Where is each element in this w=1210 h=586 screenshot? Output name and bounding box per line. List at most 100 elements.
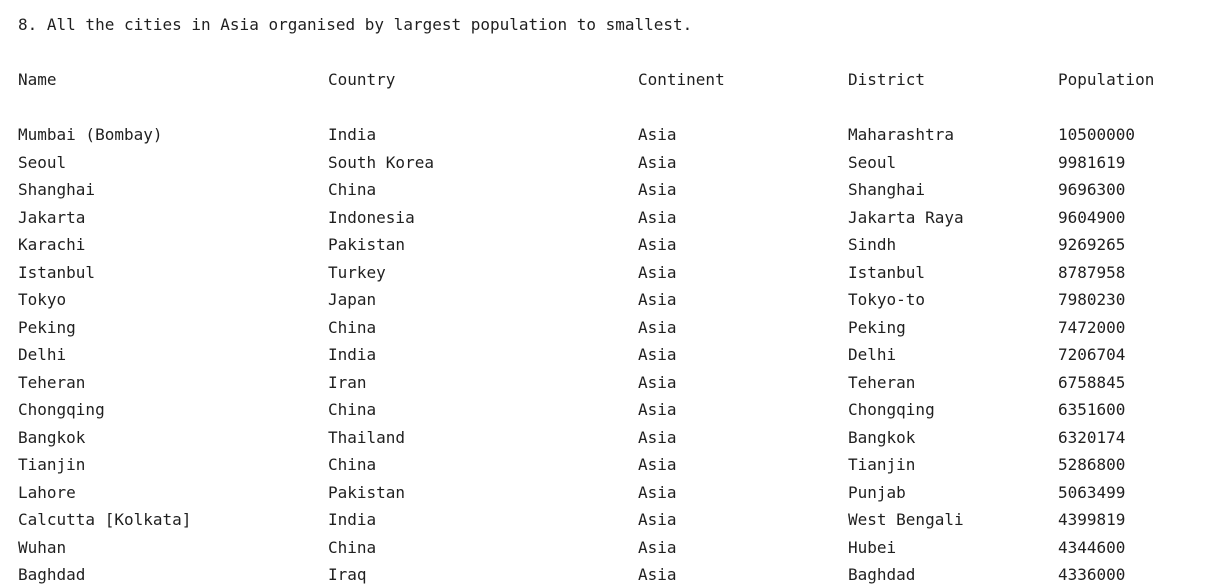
- cell-continent: Asia: [638, 207, 677, 227]
- cell-name: Shanghai: [18, 180, 96, 199]
- cell-continent: Asia: [638, 152, 677, 172]
- table-row: Shanghai China Asia Shanghai 9696300: [0, 179, 1210, 201]
- cell-district: Punjab: [848, 482, 906, 502]
- cell-country: India: [328, 510, 377, 529]
- cell-continent: Asia: [638, 317, 677, 337]
- cell-name: Chongqing: [18, 400, 105, 419]
- cell-continent: Asia: [638, 510, 677, 529]
- table-row: Teheran Iran Asia Teheran 6758845: [0, 372, 1210, 394]
- cell-country: China: [328, 180, 377, 199]
- cell-district: Hubei: [848, 537, 897, 557]
- table-row: Bangkok Thailand Asia Bangkok 6320174: [0, 427, 1210, 449]
- cell-country: India: [328, 125, 377, 144]
- cell-country: Pakistan: [328, 482, 406, 502]
- cell-district: West Bengali: [848, 510, 964, 529]
- cell-population: 7472000: [1058, 317, 1126, 337]
- cell-name: Istanbul: [18, 262, 96, 282]
- cell-district: Sindh: [848, 235, 897, 254]
- cell-population: 7980230: [1058, 290, 1126, 309]
- cell-district: Tianjin: [848, 455, 916, 474]
- cell-continent: Asia: [638, 565, 677, 584]
- cell-district: Peking: [848, 317, 906, 337]
- cell-district: Delhi: [848, 345, 897, 364]
- table-header-row: Name Country Continent District Populati…: [0, 69, 1210, 91]
- cell-name: Delhi: [18, 345, 67, 364]
- table-row: Mumbai (Bombay) India Asia Maharashtra 10500…: [0, 124, 1210, 146]
- cell-name: Calcutta [Kolkata]: [18, 510, 192, 529]
- cell-name: Bangkok: [18, 427, 86, 447]
- cell-country: Indonesia: [328, 207, 415, 227]
- cell-population: 4336000: [1058, 565, 1126, 584]
- header-continent: Continent: [638, 70, 725, 89]
- table-row: Peking China Asia Peking 7472000: [0, 317, 1210, 339]
- cell-continent: Asia: [638, 455, 677, 474]
- cell-country: Pakistan: [328, 235, 406, 254]
- cell-country: China: [328, 317, 377, 337]
- cell-continent: Asia: [638, 372, 677, 392]
- header-district: District: [848, 70, 926, 89]
- cell-continent: Asia: [638, 537, 677, 557]
- cell-population: 10500000: [1058, 125, 1136, 144]
- header-country: Country: [328, 70, 396, 89]
- cell-country: China: [328, 537, 377, 557]
- cell-continent: Asia: [638, 180, 677, 199]
- cell-name: Lahore: [18, 482, 76, 502]
- table-row: Karachi Pakistan Asia Sindh 9269265: [0, 234, 1210, 256]
- cell-name: Tokyo: [18, 290, 67, 309]
- query-title: 8. All the cities in Asia organised by l…: [18, 15, 693, 34]
- cell-district: Maharashtra: [848, 125, 954, 144]
- table-row: Lahore Pakistan Asia Punjab 5063499: [0, 482, 1210, 504]
- cell-district: Baghdad: [848, 565, 916, 584]
- cell-district: Bangkok: [848, 427, 916, 447]
- header-name: Name: [18, 70, 57, 89]
- cell-country: South Korea: [328, 152, 434, 172]
- cell-country: Thailand: [328, 427, 406, 447]
- cell-country: Japan: [328, 290, 377, 309]
- cell-district: Tokyo-to: [848, 290, 926, 309]
- cell-continent: Asia: [638, 345, 677, 364]
- cell-country: Iran: [328, 372, 367, 392]
- cell-population: 9696300: [1058, 180, 1126, 199]
- cell-country: Iraq: [328, 565, 367, 584]
- cell-population: 5286800: [1058, 455, 1126, 474]
- cell-district: Jakarta Raya: [848, 207, 964, 227]
- cell-population: 4399819: [1058, 510, 1126, 529]
- cell-name: Mumbai (Bombay): [18, 125, 163, 144]
- cell-continent: Asia: [638, 400, 677, 419]
- cell-country: China: [328, 455, 377, 474]
- cell-continent: Asia: [638, 290, 677, 309]
- cell-population: 6320174: [1058, 427, 1126, 447]
- table-row: Tianjin China Asia Tianjin 5286800: [0, 454, 1210, 476]
- table-row: Tokyo Japan Asia Tokyo-to 7980230: [0, 289, 1210, 311]
- header-population: Population: [1058, 70, 1155, 89]
- cell-name: Karachi: [18, 235, 86, 254]
- cell-name: Jakarta: [18, 207, 86, 227]
- cell-population: 5063499: [1058, 482, 1126, 502]
- table-row: Chongqing China Asia Chongqing 6351600: [0, 399, 1210, 421]
- cell-district: Istanbul: [848, 262, 926, 282]
- cell-continent: Asia: [638, 482, 677, 502]
- cell-population: 9269265: [1058, 235, 1126, 254]
- table-row: Istanbul Turkey Asia Istanbul 8787958: [0, 262, 1210, 284]
- cell-district: Teheran: [848, 372, 916, 392]
- cell-continent: Asia: [638, 125, 677, 144]
- cell-population: 9981619: [1058, 152, 1126, 172]
- cell-name: Peking: [18, 317, 76, 337]
- cell-population: 8787958: [1058, 262, 1126, 282]
- cell-country: India: [328, 345, 377, 364]
- cell-name: Tianjin: [18, 455, 86, 474]
- cell-name: Seoul: [18, 152, 67, 172]
- cell-continent: Asia: [638, 235, 677, 254]
- cell-name: Baghdad: [18, 565, 86, 584]
- cell-district: Chongqing: [848, 400, 935, 419]
- cell-country: Turkey: [328, 262, 386, 282]
- cell-name: Teheran: [18, 372, 86, 392]
- table-row: Calcutta [Kolkata] India Asia West Bengali 4…: [0, 509, 1210, 531]
- cell-district: Shanghai: [848, 180, 926, 199]
- cell-continent: Asia: [638, 262, 677, 282]
- cell-name: Wuhan: [18, 537, 67, 557]
- table-row: Wuhan China Asia Hubei 4344600: [0, 537, 1210, 559]
- cell-district: Seoul: [848, 152, 897, 172]
- cell-continent: Asia: [638, 427, 677, 447]
